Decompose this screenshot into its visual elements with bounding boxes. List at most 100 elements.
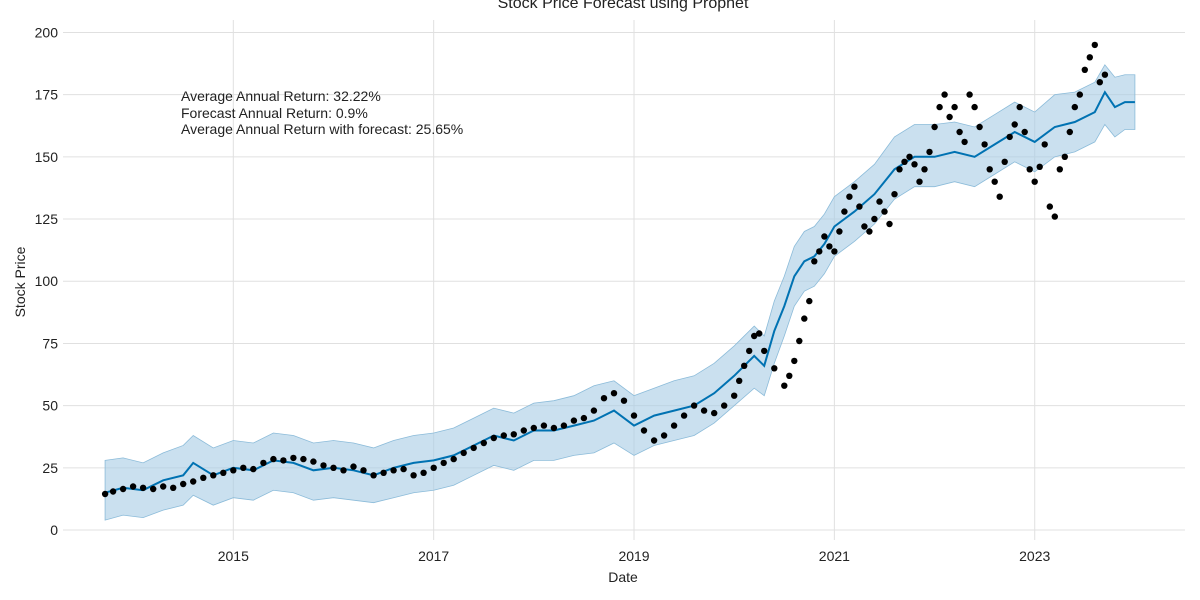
actual-point: [976, 123, 983, 131]
actual-point: [801, 315, 808, 322]
actual-point: [380, 469, 387, 476]
actual-point: [956, 128, 963, 136]
actual-point: [841, 208, 848, 215]
actual-point: [190, 478, 197, 485]
actual-point: [831, 248, 838, 255]
actual-point: [996, 193, 1003, 200]
x-tick-labels: 2015 2017 2019 2021 2023: [218, 548, 1051, 564]
y-tick-label: 50: [42, 398, 58, 414]
x-tick-label: 2017: [418, 548, 449, 564]
actual-point: [881, 208, 888, 215]
actual-point: [1061, 153, 1069, 160]
actual-point: [1096, 79, 1104, 86]
actual-point: [160, 483, 167, 490]
actual-point: [280, 457, 287, 464]
x-tick-label: 2023: [1019, 548, 1050, 564]
actual-point: [670, 422, 678, 429]
actual-point: [846, 193, 853, 200]
actual-point: [936, 103, 943, 111]
x-tick-label: 2019: [618, 548, 649, 564]
actual-point: [961, 138, 968, 146]
actual-point: [1026, 166, 1033, 173]
actual-point: [390, 467, 397, 474]
actual-point: [250, 465, 257, 473]
grid: [63, 20, 1185, 540]
actual-point: [721, 402, 728, 409]
actual-point: [966, 91, 973, 98]
actual-point: [600, 395, 608, 402]
annotation-return-with-forecast: Average Annual Return with forecast: 25.…: [181, 121, 463, 137]
actual-point: [926, 148, 933, 156]
actual-point: [761, 347, 768, 355]
actual-point: [1011, 121, 1018, 128]
actual-point: [500, 432, 507, 439]
actual-point: [851, 183, 858, 190]
actual-point: [119, 485, 127, 493]
actual-point: [731, 392, 738, 399]
actual-point: [811, 258, 818, 265]
actual-point: [580, 414, 588, 422]
forecast-line: [104, 90, 1135, 494]
y-tick-label: 175: [35, 87, 59, 103]
actual-point: [620, 397, 628, 404]
actual-point: [660, 432, 668, 439]
actual-point: [340, 467, 347, 474]
actual-point: [1046, 203, 1054, 210]
actual-point: [816, 248, 823, 255]
actual-point: [180, 480, 187, 488]
actual-point: [786, 372, 793, 379]
actual-point: [470, 444, 477, 452]
y-tick-label: 125: [35, 211, 59, 227]
actual-point: [1091, 41, 1099, 49]
actual-point: [101, 490, 109, 498]
actual-point: [901, 158, 908, 165]
actual-point: [690, 402, 698, 409]
actual-point: [971, 103, 978, 111]
actual-point: [931, 123, 938, 131]
actual-point: [1021, 128, 1028, 136]
y-axis-label: Stock Price: [12, 246, 28, 317]
actual-point: [866, 228, 873, 235]
actual-point: [610, 390, 618, 397]
actual-point: [170, 484, 177, 491]
actual-point: [1001, 158, 1008, 165]
actual-point: [991, 178, 998, 185]
y-tick-labels: 0 25 50 75 100 125 150 175 200: [35, 24, 59, 538]
actual-point: [836, 228, 843, 235]
actual-point: [741, 362, 748, 369]
actual-point: [1016, 103, 1023, 111]
actual-point: [946, 113, 953, 121]
actual-point: [570, 417, 578, 424]
actual-point: [876, 198, 883, 205]
actual-point: [440, 459, 447, 467]
actual-point: [771, 365, 778, 372]
actual-point: [650, 437, 658, 444]
actual-point: [310, 458, 317, 465]
actual-point: [1056, 166, 1064, 173]
actual-point: [821, 233, 828, 240]
actual-points-layer: [101, 41, 1109, 498]
uncertainty-band-layer: [104, 64, 1136, 521]
chart-title: Stock Price Forecast using Prophet: [498, 0, 749, 12]
actual-point: [350, 463, 357, 470]
y-tick-label: 0: [50, 522, 58, 538]
actual-point: [941, 91, 948, 98]
actual-point: [530, 424, 537, 432]
y-tick-label: 150: [35, 149, 59, 165]
actual-point: [370, 472, 377, 479]
x-tick-label: 2021: [819, 548, 850, 564]
actual-point: [420, 469, 427, 476]
actual-point: [320, 462, 327, 469]
actual-point: [1066, 128, 1074, 136]
actual-point: [826, 243, 833, 250]
actual-point: [230, 467, 237, 474]
actual-point: [129, 483, 137, 490]
actual-point: [460, 449, 467, 457]
x-tick-label: 2015: [218, 548, 249, 564]
actual-point: [796, 337, 803, 345]
actual-point: [330, 464, 337, 471]
actual-point: [360, 467, 367, 474]
actual-point: [480, 439, 487, 447]
annotation-forecast-return: Forecast Annual Return: 0.9%: [181, 105, 368, 121]
